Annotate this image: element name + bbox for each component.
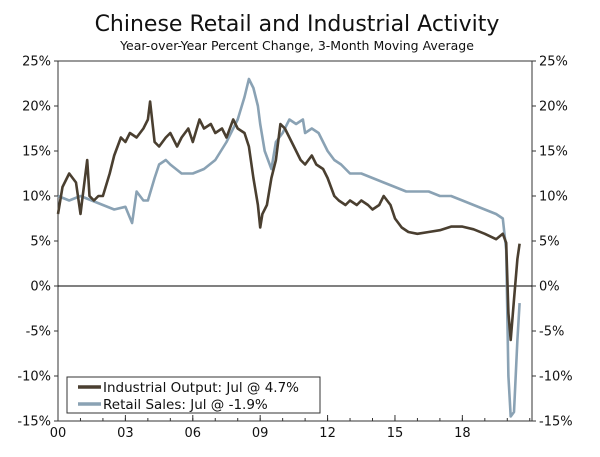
x-tick-label: 03: [117, 426, 134, 441]
y-tick-label-left: 10%: [22, 190, 51, 205]
legend: Industrial Output: Jul @ 4.7% Retail Sal…: [66, 376, 321, 414]
y-tick-label-left: 25%: [22, 55, 51, 70]
x-tick-label: 09: [252, 426, 269, 441]
plot-frame: [57, 60, 533, 422]
y-tick-label-right: 20%: [539, 100, 568, 115]
y-tick-label-left: 0%: [30, 280, 51, 295]
y-tick-label-right: -5%: [539, 325, 564, 340]
y-tick-label-right: -10%: [539, 370, 573, 385]
x-axis: 00 03 06 09 12 15 18: [50, 415, 531, 441]
x-tick-label: 00: [50, 426, 67, 441]
y-tick-label-left: 5%: [30, 235, 51, 250]
y-tick-label-left: -10%: [17, 370, 51, 385]
y-tick-label-left: -5%: [26, 325, 51, 340]
x-tick-label: 06: [185, 426, 202, 441]
y-tick-label-right: 10%: [539, 190, 568, 205]
y-tick-label-left: 20%: [22, 100, 51, 115]
chart-title: Chinese Retail and Industrial Activity: [95, 12, 500, 37]
y-tick-label-right: 0%: [539, 280, 560, 295]
legend-label-industrial-output: Industrial Output: Jul @ 4.7%: [103, 380, 299, 396]
x-tick-label: 12: [319, 426, 336, 441]
y-tick-label-left: -15%: [17, 415, 51, 430]
x-tick-label: 15: [387, 426, 404, 441]
industrial-output-line: [56, 100, 521, 342]
x-tick-label: 18: [454, 426, 471, 441]
legend-label-retail-sales: Retail Sales: Jul @ -1.9%: [103, 397, 268, 413]
y-axis-left: -15% -10% -5% 0% 5% 10% 15% 20% 25%: [17, 55, 58, 430]
y-tick-label-right: 15%: [539, 145, 568, 160]
y-axis-right: -15% -10% -5% 0% 5% 10% 15% 20% 25%: [532, 55, 573, 430]
y-tick-label-right: 5%: [539, 235, 560, 250]
chart-subtitle: Year-over-Year Percent Change, 3-Month M…: [119, 38, 474, 53]
y-tick-label-right: -15%: [539, 415, 573, 430]
y-tick-label-right: 25%: [539, 55, 568, 70]
legend-box: [66, 376, 321, 414]
retail-sales-line: [57, 77, 521, 418]
y-tick-label-left: 15%: [22, 145, 51, 160]
